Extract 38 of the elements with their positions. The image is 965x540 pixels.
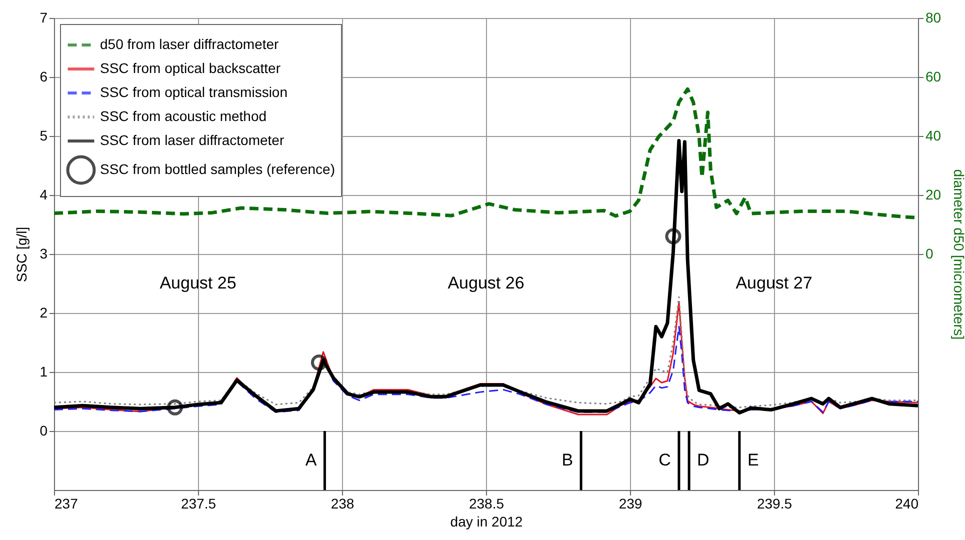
- x-axis-title: day in 2012: [450, 514, 523, 530]
- x-tick-label: 238: [330, 496, 354, 512]
- y2-tick-label: 60: [926, 68, 942, 84]
- legend-label: SSC from optical transmission: [100, 84, 288, 100]
- x-tick-label: 237: [54, 496, 78, 512]
- legend-label: SSC from acoustic method: [100, 108, 267, 124]
- y-tick-label: 0: [40, 422, 48, 438]
- y2-axis-title: diameter d50 [micrometers]: [951, 169, 965, 340]
- legend-label: SSC from laser diffractometer: [100, 132, 284, 148]
- annotation: August 26: [448, 274, 524, 292]
- y-axis-title: SSC [g/l]: [14, 226, 30, 282]
- annotation: August 25: [160, 274, 236, 292]
- y-tick-label: 4: [40, 186, 48, 202]
- x-tick-label: 239: [618, 496, 642, 512]
- y-tick-label: 1: [40, 364, 48, 380]
- legend-label: SSC from bottled samples (reference): [100, 161, 335, 177]
- y2-tick-label: 40: [926, 128, 942, 144]
- legend-label: SSC from optical backscatter: [100, 60, 281, 76]
- y-tick-label: 3: [40, 246, 48, 262]
- line-series: [54, 326, 918, 413]
- y-tick-label: 5: [40, 128, 48, 144]
- x-tick-label: 237.5: [180, 496, 216, 512]
- ref-line-label: C: [658, 450, 671, 470]
- y-tick-label: 6: [40, 68, 48, 84]
- ref-line-label: D: [697, 450, 710, 470]
- y2-tick-label: 0: [926, 246, 934, 262]
- x-tick-label: 239.5: [756, 496, 792, 512]
- annotation: August 27: [736, 274, 812, 292]
- y2-tick-label: 80: [926, 10, 942, 26]
- y-tick-label: 7: [40, 10, 48, 26]
- legend-label: d50 from laser diffractometer: [100, 36, 280, 52]
- x-tick-label: 240: [895, 496, 919, 512]
- y2-tick-label: 20: [926, 186, 942, 202]
- ref-line-label: B: [562, 450, 574, 470]
- ref-line-label: A: [305, 450, 318, 470]
- ref-line-label: E: [747, 450, 759, 470]
- y-tick-label: 2: [40, 304, 48, 320]
- x-tick-label: 238.5: [468, 496, 504, 512]
